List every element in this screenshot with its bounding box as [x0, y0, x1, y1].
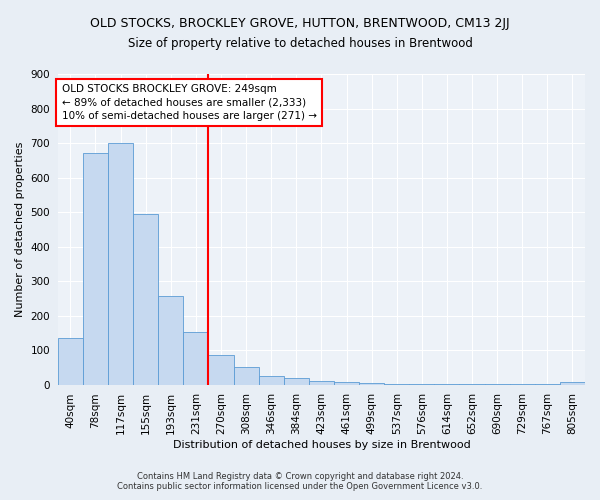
Text: OLD STOCKS, BROCKLEY GROVE, HUTTON, BRENTWOOD, CM13 2JJ: OLD STOCKS, BROCKLEY GROVE, HUTTON, BREN… — [90, 18, 510, 30]
Bar — [133, 214, 158, 384]
Text: Contains HM Land Registry data © Crown copyright and database right 2024.: Contains HM Land Registry data © Crown c… — [137, 472, 463, 481]
Text: OLD STOCKS BROCKLEY GROVE: 249sqm
← 89% of detached houses are smaller (2,333)
1: OLD STOCKS BROCKLEY GROVE: 249sqm ← 89% … — [62, 84, 317, 121]
Bar — [233, 368, 259, 384]
Text: Size of property relative to detached houses in Brentwood: Size of property relative to detached ho… — [128, 38, 472, 51]
Bar — [184, 332, 208, 384]
Bar — [284, 378, 309, 384]
Bar — [334, 382, 359, 384]
Bar — [83, 154, 108, 384]
X-axis label: Distribution of detached houses by size in Brentwood: Distribution of detached houses by size … — [173, 440, 470, 450]
Text: Contains public sector information licensed under the Open Government Licence v3: Contains public sector information licen… — [118, 482, 482, 491]
Bar — [560, 382, 585, 384]
Bar — [259, 376, 284, 384]
Bar — [108, 143, 133, 384]
Bar — [58, 338, 83, 384]
Y-axis label: Number of detached properties: Number of detached properties — [15, 142, 25, 317]
Bar — [158, 296, 184, 384]
Bar — [208, 356, 233, 384]
Bar — [359, 383, 384, 384]
Bar — [309, 381, 334, 384]
